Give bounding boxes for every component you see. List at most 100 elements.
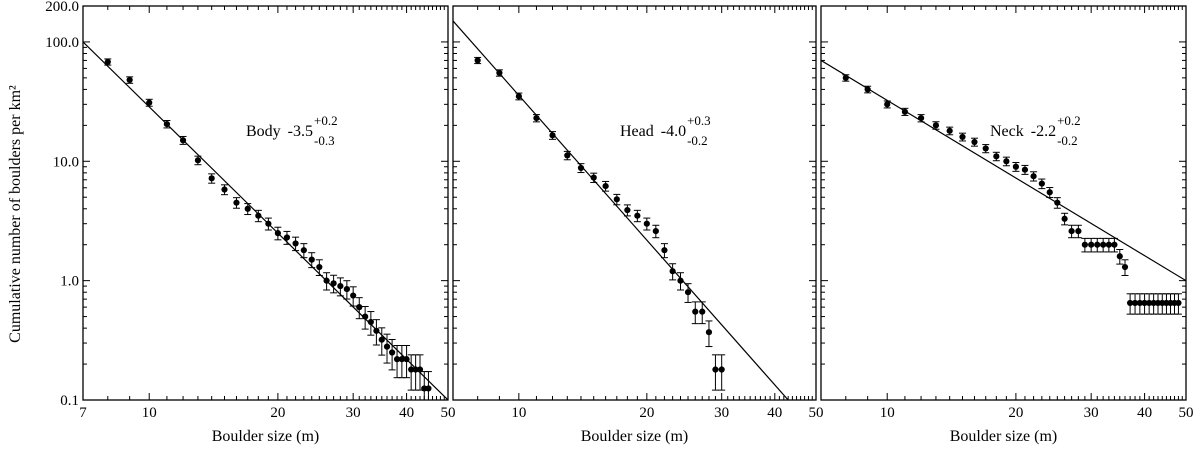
data-point [361,305,369,330]
data-point [179,135,187,145]
data-point-marker [549,132,556,139]
data-point [1021,164,1029,175]
data-point [393,344,401,379]
data-point-marker [274,230,281,237]
y-tick-label: 1.0 [60,274,79,290]
data-point-marker [842,74,849,81]
data-point-marker [1175,299,1182,307]
data-point-marker [1038,180,1045,187]
data-point [970,137,978,147]
data-point-marker [1131,299,1139,307]
data-point-marker [323,277,330,284]
data-point [1038,178,1046,190]
data-point-marker [946,127,953,134]
data-point-marker [398,356,405,363]
panel-label: Head -4.0+0.3 -0.2 [620,113,711,148]
data-point [292,236,300,252]
data-point-marker [343,285,350,293]
data-point [1174,293,1182,315]
data-point [1074,224,1082,239]
data-point [232,197,240,209]
data-point [416,354,424,391]
data-point [864,85,872,94]
data-point [126,76,134,84]
power-law-fit-line [821,59,1186,282]
x-tick-label: 40 [1137,405,1152,421]
data-point-marker [971,138,978,146]
data-point [323,272,331,291]
data-point-marker [712,366,719,373]
data-point [145,98,153,107]
data-point-marker [146,99,153,106]
data-point [684,283,692,303]
data-point-marker [884,101,891,108]
data-point [842,74,850,82]
x-tick-label: 30 [714,405,729,421]
data-point-marker [602,182,609,190]
data-point [1081,237,1089,253]
data-point-marker [179,137,187,144]
data-point-marker [300,247,307,254]
data-point-marker [383,343,391,350]
data-point [388,339,396,371]
data-point-marker [265,220,272,227]
data-point-marker [1054,199,1061,206]
data-point-marker [356,304,363,311]
data-point [705,320,713,348]
data-point [208,173,216,184]
x-tick-label: 7 [79,405,87,421]
x-tick-label: 50 [809,405,824,421]
data-point-marker [283,234,291,241]
data-point [577,163,585,174]
data-point [1002,156,1010,167]
data-point-marker [533,115,540,122]
data-point-marker [643,220,650,227]
data-point [515,92,523,101]
data-point [602,180,610,192]
data-point-marker [564,152,571,159]
data-point [1087,237,1095,253]
x-tick-label: 40 [399,405,414,421]
panel-frame [82,5,449,401]
data-point-marker [1154,299,1162,307]
x-tick-label: 20 [1008,405,1023,421]
data-point-marker [718,366,725,373]
data-point-marker [244,205,251,212]
y-tick-label: 200.0 [45,0,79,15]
x-axis-title: Boulder size (m) [212,428,320,445]
data-point-marker [126,76,133,84]
data-point [532,114,540,123]
data-point-marker [316,263,323,271]
data-point [330,274,338,294]
data-point [283,230,291,245]
data-point [367,311,375,336]
data-point-marker [362,313,369,320]
data-point [958,132,966,142]
data-point [1121,259,1129,276]
power-law-fit-line [453,20,789,400]
panel-frame [452,5,817,401]
slope-plus-error: +0.3 [687,113,711,128]
data-point-marker [208,175,215,182]
data-point [220,184,228,196]
data-point [711,354,719,391]
data-point-marker [932,122,940,129]
data-point [643,217,651,231]
data-point-marker [221,186,228,193]
data-point-marker [993,153,1000,160]
slope-minus-error: -0.2 [687,133,708,148]
data-point-marker [255,212,262,219]
data-point-marker [917,115,925,122]
data-point-marker [1081,241,1088,248]
data-point [623,204,631,217]
y-axis: Cumulative number of boulders per km² 20… [7,0,79,409]
data-point [424,371,432,400]
data-point-marker [1003,158,1010,165]
data-point-marker [1088,241,1095,248]
data-point [1030,171,1038,182]
data-point [254,209,262,223]
data-point-marker [901,108,909,115]
data-point-marker [474,57,481,64]
data-point-marker [1061,215,1068,222]
